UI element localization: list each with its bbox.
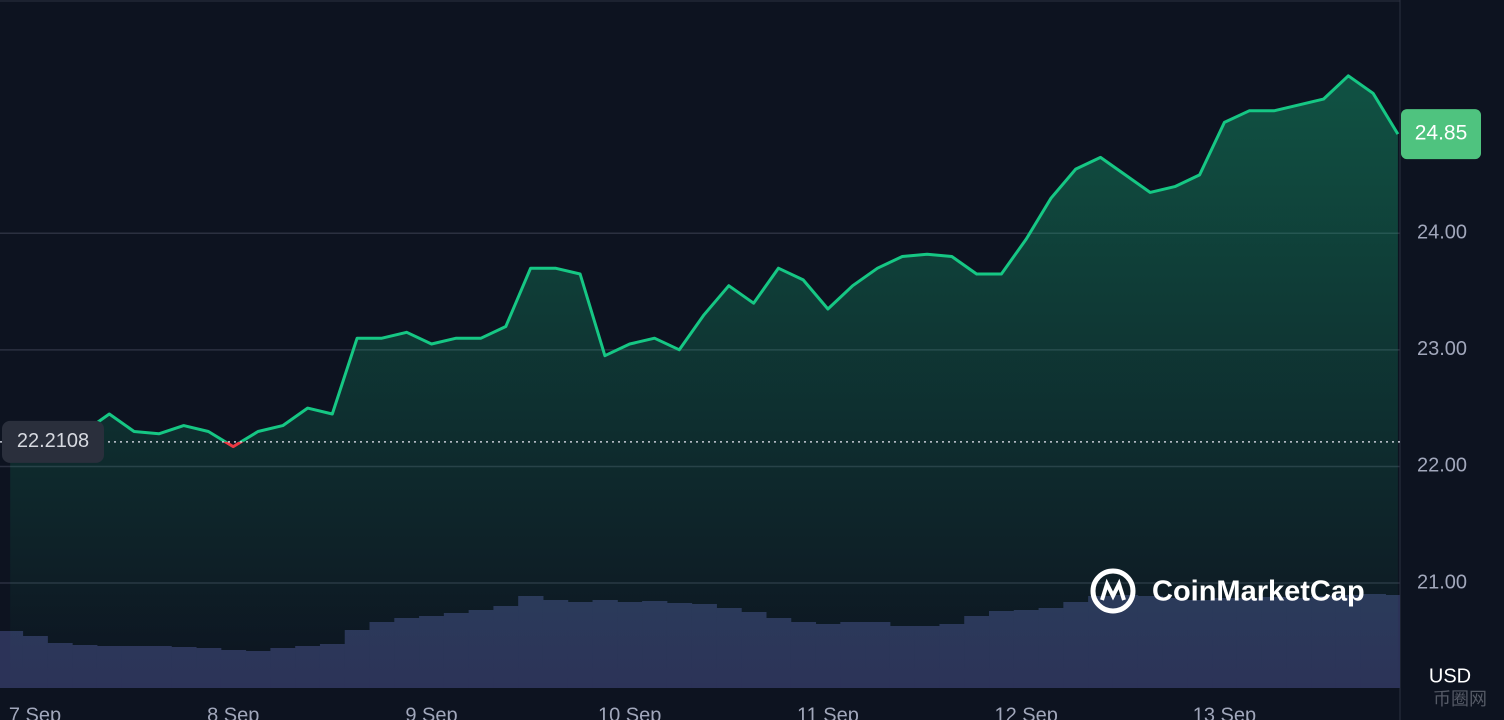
- x-tick-label: 7 Sep: [9, 704, 61, 720]
- x-tick-label: 10 Sep: [598, 704, 661, 720]
- y-tick-label: 23.00: [1417, 338, 1467, 360]
- currency-label: USD: [1429, 665, 1471, 687]
- watermark: CoinMarketCap: [1090, 568, 1365, 614]
- x-tick-label: 8 Sep: [207, 704, 259, 720]
- price-label: 24.85: [1415, 122, 1468, 145]
- watermark-text: CoinMarketCap: [1152, 576, 1365, 608]
- logo-mark: [1100, 578, 1126, 601]
- x-tick-label: 9 Sep: [405, 704, 457, 720]
- y-tick-label: 21.00: [1417, 571, 1467, 593]
- price-area: [10, 75, 1398, 688]
- x-tick-label: 11 Sep: [797, 704, 859, 720]
- x-tick-label: 13 Sep: [1193, 704, 1256, 720]
- x-tick-label: 12 Sep: [994, 704, 1057, 720]
- baseline-label: 22.2108: [17, 430, 89, 452]
- y-tick-label: 22.00: [1417, 455, 1467, 477]
- baseline-badge: [2, 420, 104, 463]
- y-tick-label: 24.00: [1417, 222, 1467, 244]
- site-mark: 币圈网: [1433, 689, 1487, 709]
- price-badge: [1401, 109, 1481, 160]
- logo: [1090, 568, 1136, 614]
